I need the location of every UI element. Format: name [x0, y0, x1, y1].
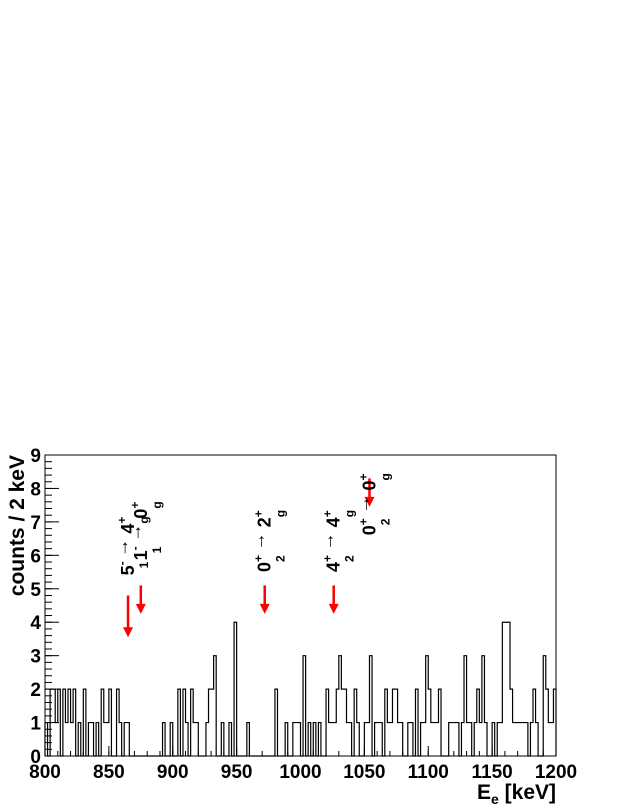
histogram-bin — [520, 723, 523, 756]
histogram-bin — [500, 723, 503, 756]
y-tick-label: 7 — [30, 513, 41, 534]
y-tick-label: 5 — [30, 580, 41, 601]
red-arrow-head — [328, 603, 339, 614]
y-tick-label: 0 — [30, 747, 41, 768]
histogram-bin — [398, 723, 401, 756]
y-tick-label: 2 — [30, 680, 41, 701]
x-tick-label: 1200 — [535, 762, 577, 783]
histogram-bin — [551, 723, 554, 756]
histogram-bin — [71, 723, 74, 756]
histogram-series — [44, 621, 557, 757]
histogram-bin — [548, 723, 551, 756]
y-tick-label: 4 — [30, 613, 41, 634]
transition-label: 4+ 2 → 4+ g — [318, 510, 357, 572]
x-tick-label: 850 — [93, 762, 125, 783]
transition-label: 0+ 2 → 2+ g — [249, 510, 288, 572]
histogram-bin — [390, 723, 393, 756]
x-tick-label: 1150 — [472, 762, 513, 783]
histogram-bin — [331, 723, 334, 756]
histogram-bin — [433, 723, 436, 756]
x-tick-label: 1000 — [279, 762, 321, 783]
y-tick-label: 6 — [30, 546, 41, 567]
transition-label: 1- 1 → 0+ g — [125, 501, 164, 560]
x-axis-title: Ee [keV] — [477, 781, 556, 806]
histogram-bin — [431, 723, 434, 756]
histogram-bin — [295, 723, 298, 756]
histogram-bin — [454, 723, 457, 756]
y-axis-title: counts / 2 keV — [6, 455, 29, 596]
histogram-bin — [341, 689, 344, 756]
histogram-bin — [513, 723, 516, 756]
histogram-bin — [367, 723, 370, 756]
histogram-bin — [334, 723, 337, 756]
transition-annotations: 5- 1 → 4+ g1- 1 → 0+ g 0+ 2 → 2+ g 4+ 2 → 4+ g0+ 2 … — [112, 473, 392, 638]
y-tick-label: 3 — [30, 647, 41, 668]
transition-annotation: 1- 1 → 0+ g — [125, 501, 164, 614]
transition-label: 5- 1 → 4+ g — [112, 516, 151, 575]
transition-annotation: 4+ 2 → 4+ g — [318, 510, 357, 614]
x-tick-label: 1050 — [343, 762, 385, 783]
histogram-bin — [65, 723, 68, 756]
histogram-bin — [505, 622, 508, 756]
x-tick-label: 900 — [157, 762, 189, 783]
histogram-bin — [329, 723, 332, 756]
histogram-bin — [518, 723, 521, 756]
histogram-bin — [193, 723, 196, 756]
y-tick-label: 8 — [30, 479, 41, 500]
y-axis: 0 1 2 3 4 5 6 7 8 9 — [30, 446, 59, 768]
histogram-bin — [515, 723, 518, 756]
histogram-bin — [467, 723, 470, 756]
histogram-bin — [523, 723, 526, 756]
histogram-bin — [387, 723, 390, 756]
histogram-bin — [479, 723, 482, 756]
histogram-bin — [451, 723, 454, 756]
histogram-bin — [346, 723, 349, 756]
histogram-bin — [377, 723, 380, 756]
histogram-outline — [44, 621, 557, 757]
x-tick-label: 800 — [29, 762, 61, 783]
transition-annotation: 0+ 2 → 2+ g — [249, 510, 288, 614]
transition-label: 0+ 2 → 0+ g — [353, 473, 392, 535]
y-tick-label: 9 — [30, 446, 41, 467]
transition-annotation: 0+ 2 → 0+ g — [353, 473, 392, 535]
red-arrow-head — [259, 603, 270, 614]
red-arrow-head — [364, 496, 375, 507]
x-tick-label: 950 — [221, 762, 253, 783]
histogram-bin — [104, 723, 107, 756]
histogram-bin — [55, 723, 58, 756]
y-tick-label: 1 — [30, 714, 41, 735]
transition-annotation: 5- 1 → 4+ g — [112, 516, 151, 638]
histogram-bin — [436, 723, 439, 756]
histogram-bin — [423, 723, 426, 756]
histogram-bin — [211, 689, 214, 756]
red-arrow-head — [123, 627, 134, 638]
x-axis: 800 850 900 950 1000 1050 1100 1150 1200 — [29, 746, 577, 783]
red-arrow-head — [135, 603, 146, 614]
x-tick-label: 1100 — [408, 762, 449, 783]
